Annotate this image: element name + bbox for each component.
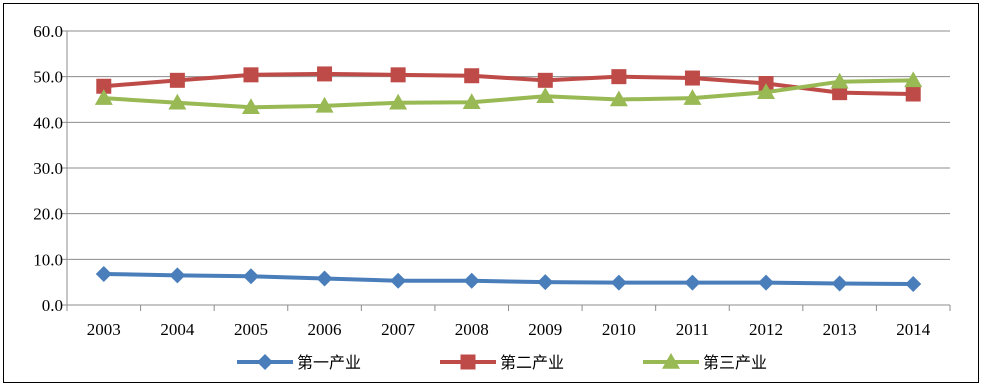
y-tick-label: 50.0 [33,68,63,87]
legend-item: 第三产业 [643,353,767,372]
legend-marker [257,354,273,370]
x-tick-label: 2007 [381,320,416,339]
data-point [537,72,553,88]
data-point [905,275,922,292]
data-point [390,272,407,289]
x-tick-label: 2006 [308,320,342,339]
data-point [317,66,333,82]
data-point [96,78,112,94]
x-tick-label: 2010 [602,320,636,339]
x-tick-label: 2003 [87,320,121,339]
series-3 [94,71,923,115]
data-point [832,85,848,101]
data-point [315,96,334,113]
data-point [611,69,627,85]
series-1 [95,265,922,292]
data-point [905,86,921,102]
data-point [169,267,186,284]
chart-frame [3,3,979,383]
data-point [830,72,849,89]
legend-item: 第二产业 [440,353,564,372]
legend-label: 第三产业 [703,353,767,372]
legend: 第一产业 第二产业 第三产业 [237,353,767,372]
data-point [462,93,481,109]
data-point [168,93,187,110]
data-point [390,67,406,83]
data-point [169,72,185,88]
x-tick-label: 2004 [160,320,195,339]
data-point [94,89,113,105]
y-tick-label: 0.0 [42,296,63,315]
grid-lines [67,30,950,260]
axes [62,30,951,311]
data-point [464,68,480,84]
x-tick-labels: 2003 2004 2005 2006 2007 2008 2009 2010 2011 2012… [87,320,931,339]
data-point [316,270,333,287]
x-tick-label: 2013 [823,320,857,339]
x-tick-label: 2008 [455,320,489,339]
x-tick-label: 2005 [234,320,268,339]
x-tick-label: 2012 [749,320,783,339]
data-point [536,87,555,104]
data-point [757,83,776,99]
series-line [101,78,916,110]
y-tick-labels: 0.0 10.0 20.0 30.0 40.0 50.0 60.0 [33,22,63,315]
data-point [463,272,480,289]
data-point [758,274,775,291]
data-point [684,274,701,291]
series-layer [94,66,923,292]
data-point [610,274,627,291]
data-point [904,71,923,88]
legend-label: 第一产业 [297,353,361,372]
data-point [537,274,554,291]
data-point [95,265,112,282]
data-point [243,67,259,83]
data-point [684,70,700,86]
y-tick-label: 20.0 [33,205,63,224]
data-point [831,275,848,292]
data-point [389,93,408,110]
legend-marker [460,354,476,370]
legend-label: 第二产业 [500,353,564,372]
data-point [241,98,260,115]
y-tick-label: 30.0 [33,159,63,178]
legend-item: 第一产业 [237,353,361,372]
y-tick-label: 10.0 [33,250,63,269]
y-tick-label: 40.0 [33,113,63,132]
legend-marker [662,353,680,369]
series-line [101,271,916,286]
x-tick-label: 2014 [896,320,931,339]
series-2 [96,66,921,102]
x-tick-label: 2009 [528,320,562,339]
series-line [101,71,916,97]
y-tick-label: 60.0 [33,22,63,41]
data-point [242,268,259,285]
x-tick-label: 2011 [676,320,709,339]
data-point [609,90,628,107]
data-point [683,89,702,105]
